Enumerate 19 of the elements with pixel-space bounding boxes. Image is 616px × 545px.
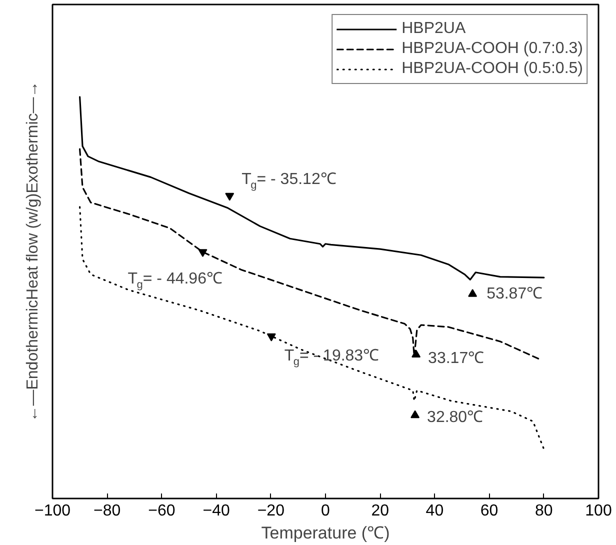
x-tick-label: −80 bbox=[94, 502, 121, 520]
legend-label: HBP2UA-COOH (0.5:0.5) bbox=[402, 60, 583, 78]
x-tick-label: 80 bbox=[535, 502, 553, 520]
legend-label: HBP2UA bbox=[402, 20, 466, 38]
y-axis-title: ←—EndothermicHeat flow (w/g)Exothermic—→ bbox=[24, 81, 42, 422]
annotation: 33.17℃ bbox=[428, 350, 484, 368]
x-tick-label: 20 bbox=[371, 502, 390, 520]
x-axis-title: Temperature (℃) bbox=[261, 524, 390, 542]
legend-label: HBP2UA-COOH (0.7:0.3) bbox=[402, 40, 583, 58]
annotation: 53.87℃ bbox=[486, 286, 543, 303]
x-tick-label: 100 bbox=[585, 502, 612, 520]
x-tick-label: −100 bbox=[34, 502, 71, 520]
x-tick-label: 40 bbox=[426, 502, 444, 520]
x-tick-label: −20 bbox=[257, 502, 285, 520]
x-tick-label: 0 bbox=[321, 502, 330, 520]
annotation: 32.80℃ bbox=[427, 408, 484, 426]
x-tick-label: 60 bbox=[480, 502, 498, 520]
x-tick-label: −60 bbox=[148, 502, 176, 520]
x-tick-label: −40 bbox=[202, 502, 230, 520]
